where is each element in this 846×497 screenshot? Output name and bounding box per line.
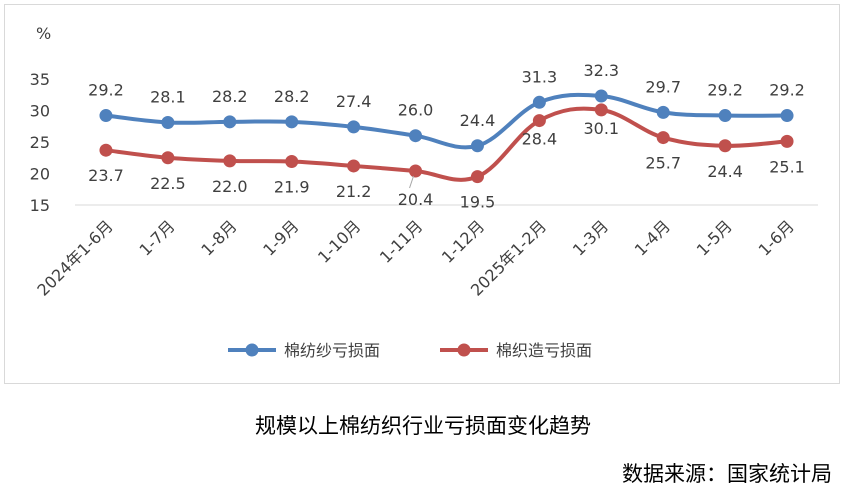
y-tick-label: 30 xyxy=(30,102,50,121)
y-tick-label: 35 xyxy=(30,70,50,89)
data-point xyxy=(347,159,361,173)
data-point xyxy=(780,109,794,123)
data-point xyxy=(161,115,175,129)
x-tick-label: 1-6月 xyxy=(755,216,798,259)
data-label: 28.1 xyxy=(150,87,186,106)
data-point xyxy=(532,95,546,109)
label-leader-line xyxy=(409,175,415,189)
data-point xyxy=(656,131,670,145)
data-point xyxy=(99,109,113,123)
data-label: 24.4 xyxy=(707,162,743,181)
x-tick-label: 1-3月 xyxy=(569,216,612,259)
data-point xyxy=(409,164,423,178)
data-label: 30.1 xyxy=(583,119,619,138)
data-label: 29.2 xyxy=(769,81,805,100)
data-point xyxy=(780,134,794,148)
data-label: 28.2 xyxy=(212,87,248,106)
x-tick-label: 1-10月 xyxy=(314,216,364,266)
data-label: 21.9 xyxy=(274,178,310,197)
data-label: 25.1 xyxy=(769,157,805,176)
series-line xyxy=(103,92,790,150)
x-tick-label: 1-11月 xyxy=(376,216,426,266)
data-label: 28.4 xyxy=(522,130,558,149)
data-point xyxy=(285,155,299,169)
chart-caption: 规模以上棉纺织行业亏损面变化趋势 xyxy=(255,414,591,438)
data-point xyxy=(718,109,732,123)
data-label: 19.5 xyxy=(460,193,496,212)
data-label: 31.3 xyxy=(522,67,558,86)
data-point xyxy=(594,103,608,117)
y-tick-label: 15 xyxy=(30,196,50,215)
data-label: 22.0 xyxy=(212,177,248,196)
data-label: 25.7 xyxy=(645,154,681,173)
data-label: 24.4 xyxy=(460,111,496,130)
data-label: 20.4 xyxy=(398,190,434,209)
data-label: 28.2 xyxy=(274,87,310,106)
data-point xyxy=(656,105,670,119)
x-tick-label: 1-5月 xyxy=(693,216,736,259)
data-point xyxy=(223,154,237,168)
data-label: 29.2 xyxy=(707,81,743,100)
y-tick-label: 20 xyxy=(30,165,50,184)
data-label: 26.0 xyxy=(398,101,434,120)
data-point xyxy=(161,151,175,165)
data-label: 29.7 xyxy=(645,77,681,96)
data-label: 29.2 xyxy=(88,81,124,100)
x-tick-label: 1-7月 xyxy=(135,216,178,259)
x-tick-label: 1-8月 xyxy=(197,216,240,259)
data-label: 27.4 xyxy=(336,92,372,111)
legend-label: 棉织造亏损面 xyxy=(496,341,592,360)
x-tick-label: 1-9月 xyxy=(259,216,302,259)
y-tick-label: 25 xyxy=(30,133,50,152)
data-point xyxy=(532,114,546,128)
data-point xyxy=(285,115,299,129)
x-tick-label: 1-12月 xyxy=(438,216,488,266)
data-point xyxy=(718,139,732,153)
legend-swatch-marker xyxy=(457,343,471,357)
data-point xyxy=(223,115,237,129)
legend-swatch-marker xyxy=(245,343,259,357)
data-point xyxy=(470,139,484,153)
legend-label: 棉纺纱亏损面 xyxy=(284,341,380,360)
chart-frame xyxy=(4,4,840,384)
data-point xyxy=(594,89,608,103)
x-tick-label: 1-4月 xyxy=(631,216,674,259)
data-point xyxy=(470,170,484,184)
data-label: 32.3 xyxy=(583,61,619,80)
data-label: 22.5 xyxy=(150,174,186,193)
data-label: 21.2 xyxy=(336,182,372,201)
data-point xyxy=(99,143,113,157)
data-point xyxy=(347,120,361,134)
data-label: 23.7 xyxy=(88,166,124,185)
data-source: 数据来源：国家统计局 xyxy=(622,462,832,486)
x-tick-label: 2024年1-6月 xyxy=(33,216,116,299)
data-point xyxy=(409,129,423,143)
y-unit-label: % xyxy=(36,24,51,43)
